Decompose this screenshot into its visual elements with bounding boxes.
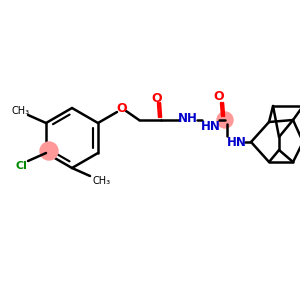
Text: HN: HN — [227, 136, 247, 148]
Circle shape — [40, 142, 58, 160]
Text: HN: HN — [201, 119, 221, 133]
Circle shape — [217, 112, 233, 128]
Text: O: O — [214, 91, 224, 103]
Text: O: O — [152, 92, 162, 106]
Text: O: O — [117, 103, 127, 116]
Text: CH₃: CH₃ — [12, 106, 30, 116]
Text: Cl: Cl — [15, 161, 27, 171]
Text: NH: NH — [178, 112, 198, 124]
Text: CH₃: CH₃ — [93, 176, 111, 186]
